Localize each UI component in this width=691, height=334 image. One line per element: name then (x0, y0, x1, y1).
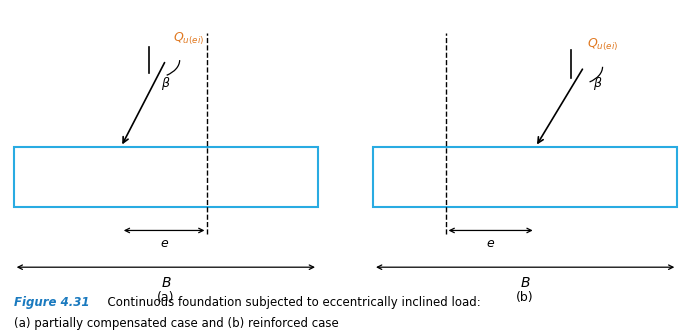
Text: (b): (b) (516, 291, 534, 304)
Text: (a) partially compensated case and (b) reinforced case: (a) partially compensated case and (b) r… (14, 317, 339, 330)
Text: Continuous foundation subjected to eccentrically inclined load:: Continuous foundation subjected to eccen… (100, 296, 481, 309)
Bar (373, 147, 677, 207)
Text: $B$: $B$ (160, 276, 171, 290)
Text: (a): (a) (157, 291, 175, 304)
Text: $\beta$: $\beta$ (593, 75, 603, 92)
Text: $e$: $e$ (160, 237, 169, 250)
Text: $e$: $e$ (486, 237, 495, 250)
Text: Figure 4.31: Figure 4.31 (14, 296, 89, 309)
Text: $Q_{u(ei)}$: $Q_{u(ei)}$ (173, 30, 204, 47)
Text: $\beta$: $\beta$ (161, 75, 171, 92)
Text: $Q_{u(ei)}$: $Q_{u(ei)}$ (587, 37, 618, 53)
Text: $B$: $B$ (520, 276, 531, 290)
Bar (14, 147, 318, 207)
